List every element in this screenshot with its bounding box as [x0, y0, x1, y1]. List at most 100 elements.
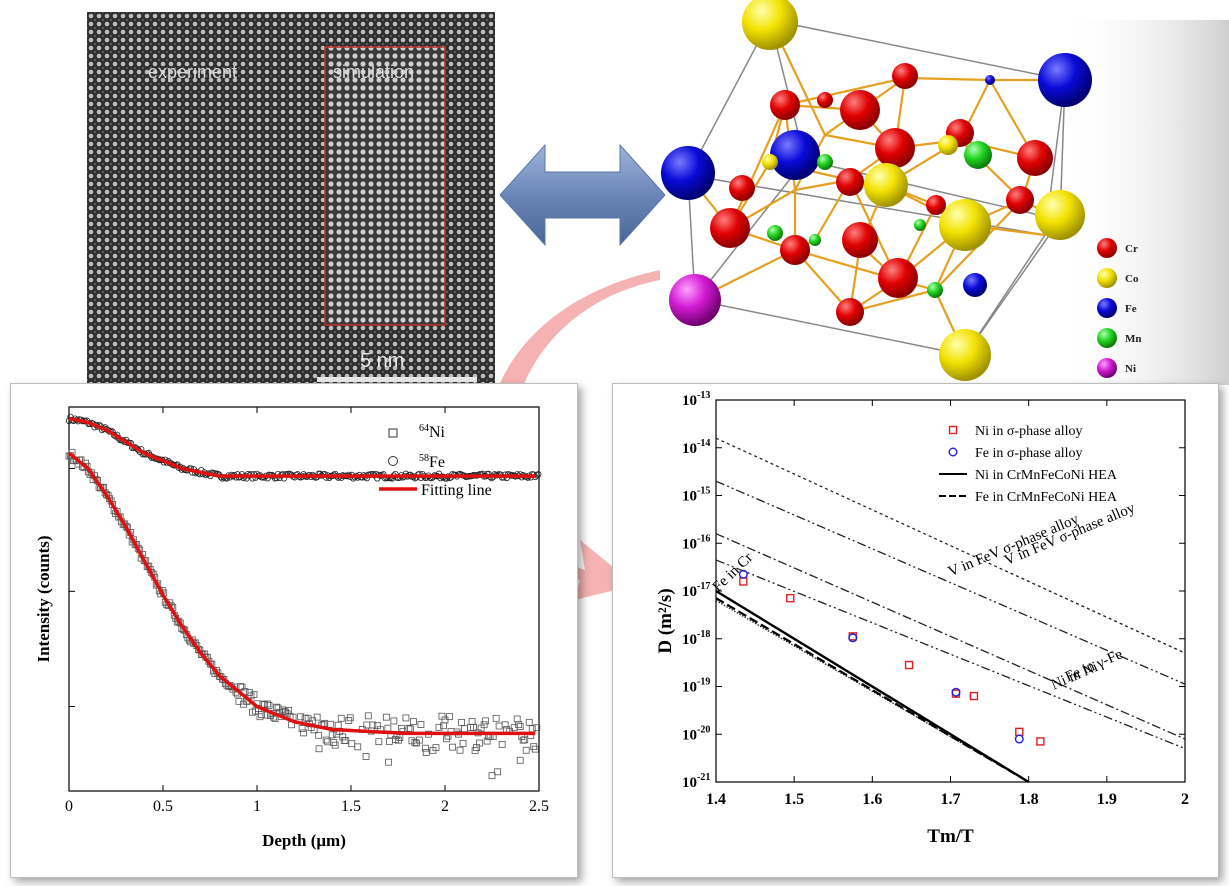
legend-marker-cr: [1097, 238, 1117, 258]
y-tick-exponent: -18: [697, 629, 710, 640]
ni-point: [492, 714, 500, 722]
double-arrow-icon: [500, 143, 665, 247]
legend-ni-label: 64Ni: [419, 423, 446, 441]
legend-ni-name: Ni: [429, 424, 446, 441]
ni-point: [250, 691, 258, 698]
ni-point: [482, 717, 490, 725]
ni-point: [330, 739, 338, 746]
y-tick-label: 10-20: [682, 724, 710, 743]
scale-bar-label: 5 nm: [360, 350, 405, 372]
scale-bar: [317, 377, 477, 382]
ni-point: [363, 721, 371, 729]
ni-point: [334, 721, 342, 729]
x-axis-label: Depth (μm): [262, 831, 346, 850]
ni-point: [362, 753, 370, 760]
ni-point: [410, 718, 417, 726]
ni-sigma-point: [1036, 737, 1045, 746]
ni-point: [298, 725, 306, 732]
y-tick-exponent: -15: [697, 486, 710, 497]
y-tick-exponent: -17: [697, 581, 710, 592]
ni-point: [300, 729, 308, 737]
y-tick-label: 10-18: [682, 629, 710, 648]
x-axis-label: Tm/T: [927, 826, 974, 847]
y-tick-label: 10-16: [682, 533, 710, 552]
diffusion-arrhenius-chart: 1.4 1.5 1.6 1.7 1.8 1.9 2 10-13 10-14 10-15 10-16 1…: [655, 390, 1189, 847]
x-tick-label: 1.4: [706, 791, 726, 808]
legend-fe-mass: 58: [419, 453, 429, 464]
ni-point: [331, 741, 339, 749]
y-tick-exponent: -13: [697, 390, 710, 401]
plot-frame: [68, 406, 540, 792]
y-tick-label: 10-17: [682, 581, 710, 600]
ni-point: [405, 724, 413, 732]
x-tick-label: 1.7: [941, 791, 961, 808]
ni-point: [264, 700, 271, 708]
ni-point: [440, 722, 447, 730]
x-tick-label: 2.5: [529, 798, 549, 815]
curved-arrow-icon: [484, 270, 660, 600]
ni-point: [459, 739, 467, 747]
y-tick-label: 10-13: [682, 390, 710, 409]
ni-point: [348, 740, 356, 748]
ni-point: [384, 724, 392, 732]
reference-line-4: [715, 559, 1186, 750]
ni-point: [513, 715, 521, 723]
ni-point: [435, 723, 443, 731]
y-tick-exponent: -14: [697, 438, 710, 449]
legend-marker-ni: [1097, 358, 1117, 378]
ni-point: [470, 723, 477, 731]
ni-point: [516, 723, 524, 730]
ni-point: [446, 713, 453, 721]
ni-point: [304, 715, 312, 723]
simulation-box: [324, 46, 446, 326]
x-tick-label: 1.9: [1097, 791, 1117, 808]
ni-point: [461, 725, 468, 733]
legend-label-ni: Ni: [1125, 363, 1136, 375]
y-tick-label: 10-19: [682, 677, 710, 696]
legend-fe-sigma-marker: [948, 447, 958, 457]
tem-label-experiment: experiment: [148, 62, 238, 82]
legend-fe-hea-label: Fe in CrMnFeCoNi HEA: [975, 490, 1118, 505]
x-tick-label: 0: [65, 798, 73, 815]
ni-point: [346, 714, 354, 722]
ni-point: [515, 721, 523, 729]
fe-sigma-point: [951, 687, 961, 697]
y-axis-label: D (m²/s): [655, 588, 676, 653]
x-tick-label: 1.8: [1019, 791, 1039, 808]
ni-point: [531, 745, 539, 753]
series-fe-hea-line: [715, 597, 1030, 783]
y-axis-label: Intensity (counts): [34, 535, 53, 662]
ni-sigma-point: [786, 593, 795, 603]
ni-point: [494, 768, 502, 776]
ni-point: [468, 718, 476, 726]
crystal-structure: Cr Co Fe Mn Ni: [661, 0, 1229, 385]
ni-point: [364, 712, 372, 720]
reference-line-2: [715, 480, 1186, 685]
y-tick-label: 10-14: [682, 438, 710, 457]
ni-point: [488, 772, 496, 780]
ni-point: [422, 744, 429, 752]
y-tick-exponent: -19: [697, 677, 710, 688]
depth-profile-chart: 0 0.5 1 1.5 2 2.5 Depth (μm) Intensity (counts)…: [34, 406, 549, 850]
ni-point: [297, 713, 305, 721]
ni-point: [258, 711, 265, 719]
reference-line-1: [715, 437, 1186, 654]
fe-point: [535, 471, 542, 478]
ni-point: [516, 756, 524, 764]
fit-line-fe: [68, 416, 536, 478]
legend-label-mn: Mn: [1125, 333, 1142, 345]
ni-point: [327, 720, 335, 728]
legend-ni-hea-label: Ni in CrMnFeCoNi HEA: [975, 468, 1118, 483]
ni-point: [476, 739, 483, 747]
ni-point: [422, 749, 430, 757]
ni-point: [519, 736, 527, 744]
ni-sigma-point: [739, 577, 748, 586]
ni-point: [458, 718, 465, 726]
tem-label-simulation: simulation: [333, 62, 415, 82]
legend-fe-sigma-label: Fe in σ-phase alloy: [975, 446, 1082, 461]
reference-label-4: Ni in Ni: [1049, 659, 1100, 693]
ni-point: [369, 721, 377, 729]
y-tick-exponent: -16: [697, 533, 710, 544]
legend-marker-fe: [1097, 298, 1117, 318]
legend-ni-sigma-label: Ni in σ-phase alloy: [975, 424, 1082, 439]
